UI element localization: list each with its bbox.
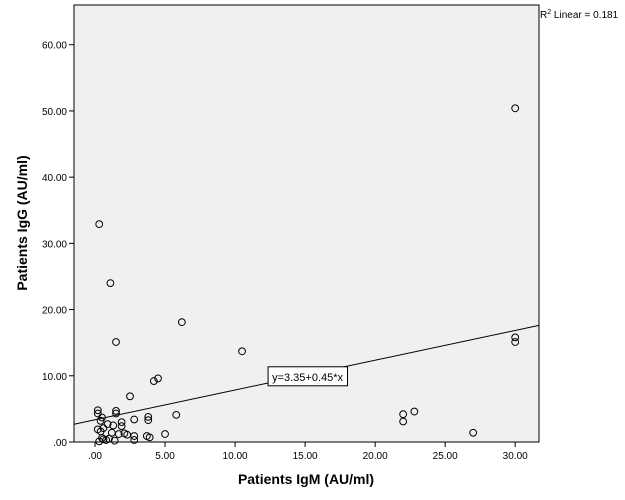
data-point bbox=[109, 421, 118, 430]
x-tick-label: 30.00 bbox=[503, 451, 528, 462]
data-point bbox=[144, 412, 153, 421]
y-tick-label: 10.00 bbox=[42, 372, 67, 383]
r2-label: R2 Linear = 0.181 bbox=[540, 9, 619, 21]
data-point bbox=[469, 428, 478, 437]
data-point bbox=[130, 432, 139, 440]
data-point bbox=[410, 407, 419, 416]
data-point bbox=[96, 416, 105, 425]
data-point bbox=[154, 374, 162, 383]
data-point bbox=[110, 436, 119, 445]
data-point bbox=[112, 406, 120, 415]
data-point bbox=[95, 220, 104, 229]
data-point bbox=[177, 318, 186, 327]
data-point bbox=[93, 406, 102, 415]
data-point bbox=[126, 392, 134, 401]
data-point bbox=[99, 435, 108, 444]
data-point bbox=[161, 430, 169, 438]
data-point bbox=[130, 436, 139, 444]
y-tick-label: 40.00 bbox=[42, 173, 67, 184]
data-point bbox=[117, 422, 126, 431]
data-point bbox=[130, 415, 139, 424]
data-point bbox=[103, 420, 112, 429]
r2-superscript: 2 bbox=[547, 9, 551, 16]
data-point bbox=[511, 333, 520, 342]
data-point bbox=[114, 430, 123, 438]
x-tick-label: 10.00 bbox=[223, 451, 248, 462]
data-point bbox=[511, 104, 520, 113]
data-point bbox=[144, 416, 153, 425]
data-point bbox=[117, 418, 126, 427]
y-tick-label: 60.00 bbox=[42, 41, 67, 52]
fit-line-layer: y=3.35+0.45*x bbox=[73, 324, 540, 425]
r2-prefix: R bbox=[540, 10, 547, 21]
data-point bbox=[93, 409, 102, 418]
x-tick-label: 25.00 bbox=[433, 451, 458, 462]
data-point bbox=[105, 434, 113, 443]
data-point bbox=[95, 437, 104, 446]
r2-suffix: Linear = 0.181 bbox=[551, 10, 618, 21]
data-point bbox=[399, 417, 408, 426]
data-point bbox=[149, 377, 158, 385]
y-tick-label: 20.00 bbox=[42, 306, 67, 317]
data-point bbox=[112, 409, 120, 418]
x-tick-label: .00 bbox=[88, 451, 102, 462]
tick-layer: .00 5.00 10.00 15.00 20.00 25.00 30.00 .00 10.00… bbox=[42, 41, 528, 462]
x-axis-title: Patients IgM (AU/ml) bbox=[238, 471, 374, 487]
data-point bbox=[511, 338, 520, 346]
equation-label: y=3.35+0.45*x bbox=[272, 372, 343, 384]
y-tick-label: 30.00 bbox=[42, 239, 67, 250]
data-point bbox=[106, 279, 115, 287]
data-point bbox=[238, 347, 246, 356]
data-point bbox=[112, 338, 120, 346]
equation-box bbox=[267, 366, 349, 387]
x-tick-label: 20.00 bbox=[363, 451, 388, 462]
y-tick-label: 50.00 bbox=[42, 107, 67, 118]
data-point bbox=[145, 433, 154, 442]
y-tick-label: .00 bbox=[53, 438, 67, 449]
x-tick-label: 5.00 bbox=[155, 451, 175, 462]
y-axis-title: Patients IgG (AU/ml) bbox=[14, 155, 30, 290]
x-tick-label: 15.00 bbox=[293, 451, 318, 462]
data-point bbox=[172, 410, 181, 419]
